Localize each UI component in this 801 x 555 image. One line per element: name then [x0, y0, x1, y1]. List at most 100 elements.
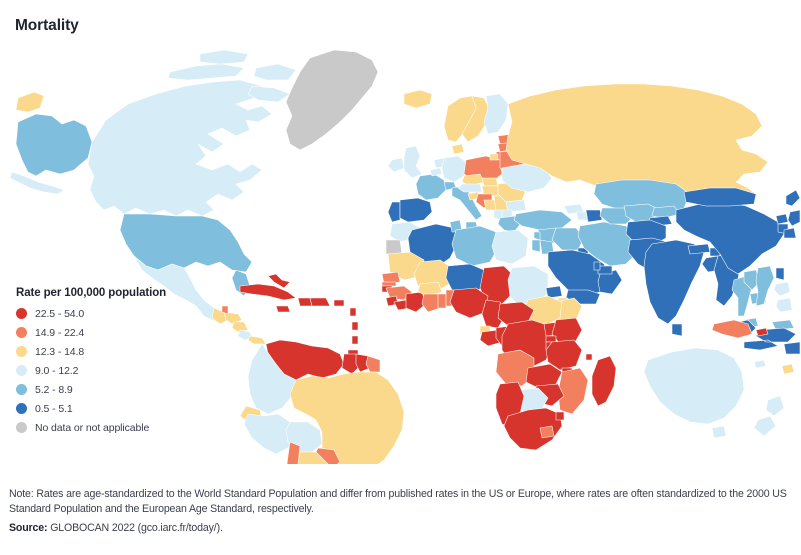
country-comoros[interactable]: [586, 354, 592, 360]
country-belize[interactable]: [222, 306, 228, 314]
country-israel[interactable]: [532, 240, 540, 252]
legend-title: Rate per 100,000 population: [16, 287, 167, 299]
country-russia[interactable]: [506, 84, 768, 202]
country-sri-lanka[interactable]: [672, 324, 682, 336]
country-russia-chukotka-west[interactable]: [16, 92, 44, 112]
country-mongolia[interactable]: [684, 188, 756, 206]
country-senegal[interactable]: [382, 272, 400, 284]
country-kenya[interactable]: [552, 318, 582, 344]
country-suriname[interactable]: [356, 354, 370, 372]
country-sweden[interactable]: [462, 96, 490, 142]
country-nigeria[interactable]: [450, 288, 488, 318]
country-lesotho[interactable]: [540, 426, 554, 438]
country-canada-arctic-islands[interactable]: [168, 50, 296, 102]
country-costa-rica[interactable]: [238, 330, 252, 340]
country-bulgaria[interactable]: [506, 200, 526, 212]
country-belgium[interactable]: [430, 168, 442, 176]
country-togo[interactable]: [438, 294, 446, 308]
country-eswatini[interactable]: [556, 412, 564, 420]
legend-item-4[interactable]: 5.2 - 8.9: [16, 380, 216, 399]
country-eritrea[interactable]: [546, 286, 562, 298]
legend-item-3[interactable]: 9.0 - 12.2: [16, 361, 216, 380]
country-haiti[interactable]: [298, 298, 312, 306]
country-spain[interactable]: [400, 198, 432, 222]
country-puerto-rico[interactable]: [334, 300, 344, 306]
country-argentina[interactable]: [294, 452, 342, 464]
legend-swatch-yellow: [16, 346, 27, 357]
country-portugal[interactable]: [388, 202, 400, 222]
country-bosnia[interactable]: [484, 200, 496, 210]
legend-item-2[interactable]: 12.3 - 14.8: [16, 342, 216, 361]
country-china[interactable]: [676, 202, 784, 274]
country-oman[interactable]: [598, 270, 622, 294]
country-panama[interactable]: [248, 336, 266, 344]
country-japan[interactable]: [784, 190, 800, 238]
country-bahamas[interactable]: [268, 274, 290, 288]
country-guyana[interactable]: [342, 354, 360, 374]
world-choropleth-map: Rate per 100,000 population 22.5 - 54.0 …: [0, 24, 801, 464]
country-french-guiana[interactable]: [366, 356, 380, 372]
country-vietnam[interactable]: [756, 266, 774, 306]
country-germany[interactable]: [442, 156, 466, 182]
country-solomon-islands[interactable]: [756, 328, 768, 336]
country-brazil[interactable]: [290, 372, 404, 464]
country-iran[interactable]: [578, 222, 640, 266]
country-libya[interactable]: [452, 226, 498, 266]
country-papua-new-guinea[interactable]: [712, 320, 752, 338]
country-russia-kaliningrad[interactable]: [490, 154, 498, 160]
country-south-africa[interactable]: [504, 408, 562, 450]
country-fiji[interactable]: [782, 364, 794, 374]
world-map-svg[interactable]: [0, 24, 801, 464]
country-slovakia[interactable]: [482, 178, 498, 186]
legend-item-0[interactable]: 22.5 - 54.0: [16, 304, 216, 323]
country-philippines[interactable]: [774, 282, 792, 312]
country-australia[interactable]: [644, 348, 744, 424]
country-lebanon[interactable]: [534, 232, 540, 240]
country-colombia[interactable]: [248, 344, 296, 414]
country-nepal[interactable]: [688, 244, 710, 254]
country-gambia[interactable]: [382, 282, 396, 286]
country-aleutians[interactable]: [10, 172, 64, 194]
country-canada[interactable]: [88, 80, 272, 216]
country-lesser-antilles[interactable]: [350, 308, 358, 344]
country-chile[interactable]: [282, 442, 300, 464]
country-uae[interactable]: [598, 266, 612, 274]
country-egypt[interactable]: [492, 230, 528, 264]
country-kyrgyzstan[interactable]: [652, 206, 680, 218]
country-mozambique[interactable]: [558, 368, 588, 414]
country-austria[interactable]: [458, 184, 482, 192]
country-greenland[interactable]: [286, 50, 378, 150]
country-alaska[interactable]: [16, 114, 92, 176]
country-new-caledonia[interactable]: [754, 360, 766, 368]
legend-item-6[interactable]: No data or not applicable: [16, 418, 216, 437]
country-north-korea[interactable]: [776, 214, 788, 224]
country-finland[interactable]: [484, 94, 508, 134]
country-dominican-republic[interactable]: [310, 298, 330, 306]
country-azerbaijan[interactable]: [586, 210, 602, 222]
country-iceland[interactable]: [404, 90, 432, 108]
country-laos[interactable]: [744, 270, 760, 290]
country-taiwan[interactable]: [776, 268, 784, 280]
country-ghana[interactable]: [422, 294, 440, 312]
country-qatar[interactable]: [594, 262, 600, 270]
country-rwanda[interactable]: [546, 336, 556, 342]
country-jamaica[interactable]: [276, 306, 290, 312]
country-denmark[interactable]: [452, 144, 464, 154]
country-new-zealand[interactable]: [754, 396, 784, 436]
country-western-sahara[interactable]: [386, 240, 402, 254]
country-peru[interactable]: [244, 414, 296, 454]
legend-item-1[interactable]: 14.9 - 22.4: [16, 323, 216, 342]
legend-swatch-pale-blue: [16, 365, 27, 376]
country-cuba[interactable]: [240, 284, 296, 300]
legend-label-5: 0.5 - 5.1: [35, 402, 73, 415]
country-turkiye[interactable]: [514, 210, 572, 230]
country-france[interactable]: [416, 174, 446, 200]
country-armenia[interactable]: [576, 212, 588, 220]
country-chad[interactable]: [480, 266, 514, 306]
legend-item-5[interactable]: 0.5 - 5.1: [16, 399, 216, 418]
country-tasmania[interactable]: [712, 426, 726, 438]
country-ireland[interactable]: [388, 158, 404, 172]
chart-footer: Note: Rates are age-standardized to the …: [9, 487, 794, 536]
country-madagascar[interactable]: [592, 356, 616, 406]
country-united-kingdom[interactable]: [404, 146, 422, 178]
